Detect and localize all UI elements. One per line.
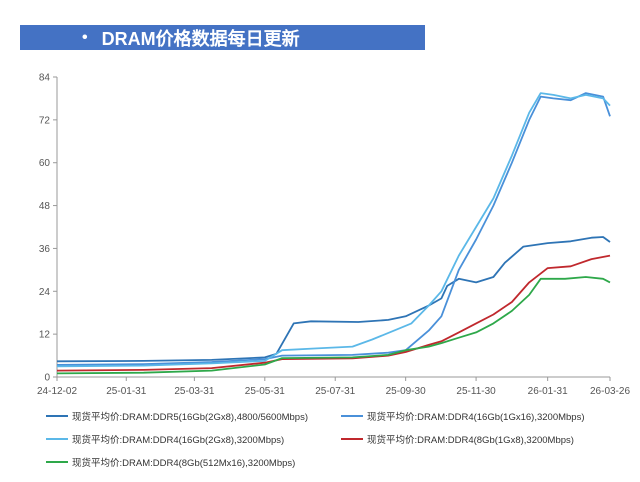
legend-label: 现货平均价:DRAM:DDR4(8Gb(512Mx16),3200Mbps) bbox=[72, 458, 296, 469]
legend-swatch bbox=[46, 461, 68, 463]
y-tick-label: 48 bbox=[39, 201, 51, 212]
legend-item: 现货平均价:DRAM:DDR4(16Gb(2Gx8),3200Mbps) bbox=[46, 432, 341, 446]
legend-row: 现货平均价:DRAM:DDR5(16Gb(2Gx8),4800/5600Mbps… bbox=[46, 408, 636, 424]
x-tick-label: 25-07-31 bbox=[315, 386, 355, 397]
legend-swatch bbox=[46, 415, 68, 417]
series-line-1 bbox=[56, 236, 611, 363]
y-tick-label: 60 bbox=[39, 158, 51, 169]
bullet: • bbox=[82, 28, 88, 46]
legend-swatch bbox=[46, 438, 68, 440]
legend-item: 现货平均价:DRAM:DDR4(16Gb(1Gx16),3200Mbps) bbox=[341, 409, 585, 423]
x-tick-label: 25-01-31 bbox=[106, 386, 146, 397]
line-chart: 0 12 24 36 48 60 72 84 24-12-02 25-01-31 25-03-31 2… bbox=[37, 73, 630, 398]
x-tick-label: 24-12-02 bbox=[37, 386, 77, 397]
legend-label: 现货平均价:DRAM:DDR4(16Gb(1Gx16),3200Mbps) bbox=[367, 412, 585, 423]
y-tick-label: 36 bbox=[39, 244, 51, 255]
y-tick-label: 84 bbox=[39, 73, 51, 84]
legend-swatch bbox=[341, 415, 363, 417]
x-tick-label: 25-05-31 bbox=[245, 386, 285, 397]
y-tick-label: 72 bbox=[39, 115, 51, 126]
series-line-2 bbox=[56, 92, 611, 366]
x-tick-label: 26-01-31 bbox=[528, 386, 568, 397]
legend-item: 现货平均价:DRAM:DDR4(8Gb(1Gx8),3200Mbps) bbox=[341, 432, 574, 446]
legend-row: 现货平均价:DRAM:DDR4(16Gb(2Gx8),3200Mbps) 现货平均… bbox=[46, 431, 636, 447]
y-tick-label: 12 bbox=[39, 330, 51, 341]
title-banner: • DRAM价格数据每日更新 bbox=[20, 25, 425, 50]
legend-label: 现货平均价:DRAM:DDR5(16Gb(2Gx8),4800/5600Mbps… bbox=[72, 412, 308, 423]
legend-item: 现货平均价:DRAM:DDR5(16Gb(2Gx8),4800/5600Mbps… bbox=[46, 409, 341, 423]
chart-legend: 现货平均价:DRAM:DDR5(16Gb(2Gx8),4800/5600Mbps… bbox=[46, 408, 636, 477]
x-tick-label: 25-03-31 bbox=[174, 386, 214, 397]
series-line-5 bbox=[56, 276, 611, 375]
legend-label: 现货平均价:DRAM:DDR4(8Gb(1Gx8),3200Mbps) bbox=[367, 435, 574, 446]
legend-row: 现货平均价:DRAM:DDR4(8Gb(512Mx16),3200Mbps) bbox=[46, 454, 636, 470]
x-tick-label: 25-11-30 bbox=[456, 386, 496, 397]
x-tick-label: 26-03-26 bbox=[590, 386, 630, 397]
banner-title: DRAM价格数据每日更新 bbox=[101, 28, 300, 49]
x-tick-label: 25-09-30 bbox=[386, 386, 426, 397]
series-line-3 bbox=[56, 92, 611, 368]
legend-swatch bbox=[341, 438, 363, 440]
y-tick-label: 0 bbox=[44, 373, 50, 384]
series-line-4 bbox=[56, 254, 611, 372]
y-tick-label: 24 bbox=[39, 287, 51, 298]
legend-item: 现货平均价:DRAM:DDR4(8Gb(512Mx16),3200Mbps) bbox=[46, 455, 341, 469]
legend-label: 现货平均价:DRAM:DDR4(16Gb(2Gx8),3200Mbps) bbox=[72, 435, 285, 446]
